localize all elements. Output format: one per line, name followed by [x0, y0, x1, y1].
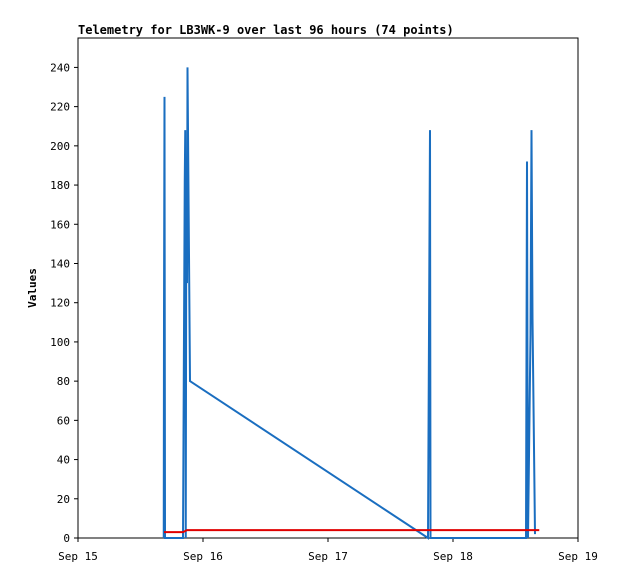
y-tick-label: 180 — [50, 179, 70, 192]
x-tick-label: Sep 17 — [308, 550, 348, 563]
series-line — [164, 529, 540, 534]
y-tick-label: 60 — [57, 414, 70, 427]
series-line — [162, 67, 536, 540]
y-tick-label: 20 — [57, 493, 70, 506]
x-tick-label: Sep 15 — [58, 550, 98, 563]
y-tick-label: 80 — [57, 375, 70, 388]
y-tick-label: 220 — [50, 101, 70, 114]
y-tick-label: 160 — [50, 218, 70, 231]
y-tick-label: 140 — [50, 257, 70, 270]
y-tick-label: 0 — [63, 532, 70, 545]
y-tick-label: 120 — [50, 297, 70, 310]
x-tick-label: Sep 16 — [183, 550, 223, 563]
y-axis-label: Values — [26, 268, 39, 308]
chart-title: Telemetry for LB3WK-9 over last 96 hours… — [78, 23, 454, 37]
y-tick-label: 40 — [57, 454, 70, 467]
x-tick-label: Sep 19 — [558, 550, 598, 563]
x-tick-label: Sep 18 — [433, 550, 473, 563]
y-tick-label: 240 — [50, 61, 70, 74]
y-tick-label: 100 — [50, 336, 70, 349]
y-tick-label: 200 — [50, 140, 70, 153]
